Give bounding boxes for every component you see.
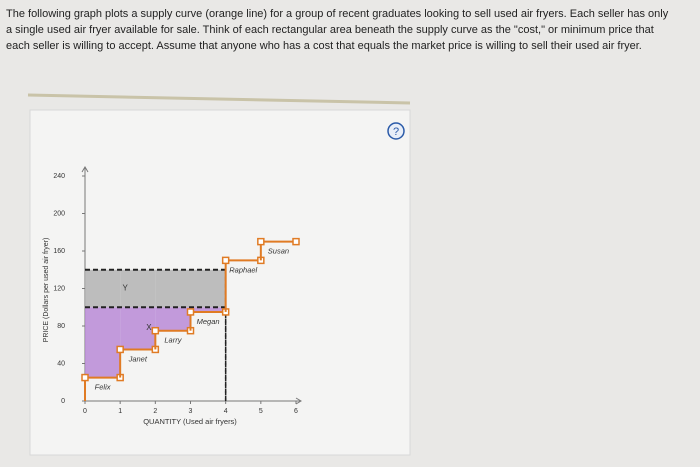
axis-arrow (295, 397, 302, 405)
x-tick-label: 3 (189, 408, 193, 415)
step-point (81, 373, 89, 382)
area-x (155, 307, 191, 331)
seller-label: Felix (95, 383, 111, 392)
area-x (85, 307, 121, 378)
area-y (155, 269, 191, 308)
x-tick-label: 4 (224, 408, 228, 415)
step-point (221, 256, 230, 265)
area-y (190, 269, 226, 308)
area-y (120, 269, 156, 308)
axis-arrow (81, 166, 89, 173)
seller-label: Larry (164, 336, 182, 345)
seller-label: Raphael (229, 265, 257, 274)
y-tick-label: 120 (53, 285, 65, 292)
y-tick-label: 160 (53, 248, 65, 255)
help-icon[interactable]: ? (393, 126, 399, 138)
seller-label: Megan (197, 317, 220, 326)
y-tick-label: 200 (53, 210, 65, 217)
step-point (116, 345, 124, 354)
area-label: X (146, 323, 152, 332)
x-tick-label: 5 (259, 408, 263, 415)
y-axis-label: PRICE (Dollars per used air fryer) (43, 238, 50, 343)
x-tick-label: 0 (83, 408, 87, 415)
divider (27, 93, 411, 105)
x-tick-label: 2 (153, 408, 157, 415)
step-point (257, 237, 265, 246)
seller-label: Susan (268, 247, 289, 256)
question-text: The following graph plots a supply curve… (6, 8, 669, 52)
area-x (120, 307, 156, 350)
x-tick-label: 6 (294, 408, 298, 415)
seller-label: Janet (128, 354, 148, 363)
help-button[interactable] (387, 122, 405, 140)
y-tick-label: 40 (57, 360, 65, 367)
area-label: Y (123, 284, 129, 293)
area-x (190, 307, 226, 312)
y-tick-label: 80 (57, 323, 65, 330)
step-point (186, 308, 195, 316)
x-axis-label: QUANTITY (Used air fryers) (143, 417, 237, 426)
area-y (85, 269, 121, 308)
y-tick-label: 0 (61, 398, 65, 405)
x-tick-label: 1 (118, 408, 122, 415)
step-point (151, 326, 160, 335)
y-tick-label: 240 (53, 173, 65, 180)
step-point (292, 237, 300, 246)
